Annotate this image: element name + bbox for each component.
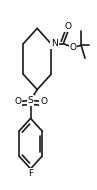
Text: O: O bbox=[40, 97, 47, 106]
Text: O: O bbox=[65, 22, 71, 31]
Text: S: S bbox=[28, 96, 33, 105]
Text: O: O bbox=[69, 43, 76, 52]
Text: N: N bbox=[51, 39, 58, 48]
Text: F: F bbox=[28, 169, 33, 178]
Text: O: O bbox=[14, 97, 21, 106]
